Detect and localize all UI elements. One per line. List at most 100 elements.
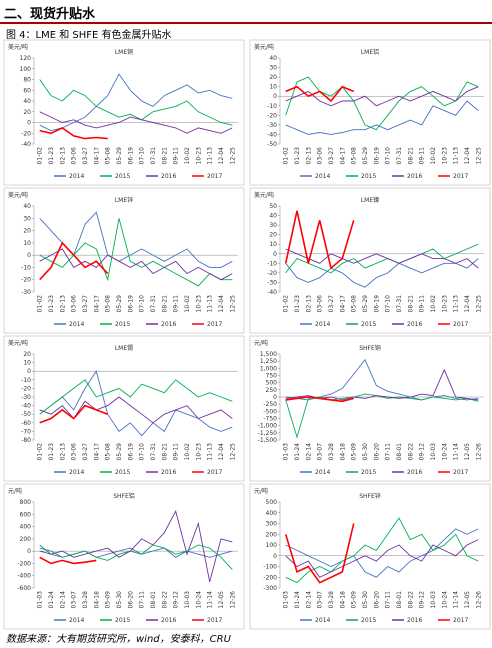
y-tick-label: -30 [267,279,277,286]
chart-title: LME铜 [115,48,133,56]
x-tick-label: 05-09 [351,443,358,461]
x-tick-label: 01-02 [37,443,44,461]
x-tick-label: 04-18 [93,591,100,609]
y-tick-label: -40 [267,289,277,296]
x-tick-label: 09-12 [419,591,426,609]
x-tick-label: 07-11 [385,591,392,609]
chart-title: LME铝 [361,48,379,56]
x-tick-label: 01-02 [37,147,44,165]
x-tick-label: 12-05 [218,591,225,609]
series-line [285,243,479,274]
x-tick-label: 12-04 [464,295,471,313]
unit-label: 美元/吨 [8,339,28,347]
legend-label: 2016 [161,617,176,624]
x-tick-label: 07-10 [385,147,392,165]
series-line [39,126,108,140]
y-tick-label: 40 [269,213,277,220]
y-tick-label: 200 [266,531,278,538]
x-tick-label: 01-02 [283,295,290,313]
legend-label: 2014 [69,321,84,328]
legend-label: 2017 [207,173,222,180]
x-tick-label: 03-06 [71,443,78,461]
y-tick-label: 20 [23,109,31,116]
y-tick-label: -400 [17,573,31,580]
x-tick-label: 08-22 [407,443,414,461]
y-tick-label: -50 [267,141,277,148]
x-tick-label: 05-08 [105,147,112,165]
y-tick-label: -40 [267,131,277,138]
unit-label: 美元/吨 [8,191,28,199]
x-tick-label: 04-18 [339,443,346,461]
x-tick-label: 08-01 [396,591,403,609]
section-title: 二、现货升贴水 [4,7,96,22]
y-tick-label: -20 [21,277,31,284]
y-tick-label: -20 [21,385,31,392]
x-tick-label: 05-09 [351,591,358,609]
x-tick-label: 03-06 [71,295,78,313]
y-tick-label: 0 [27,252,31,259]
legend-label: 2014 [69,469,84,476]
x-tick-label: 04-17 [339,295,346,313]
series-line [285,85,355,103]
x-tick-label: 05-30 [362,443,369,461]
x-tick-label: 10-23 [195,443,202,461]
x-tick-label: 03-27 [328,295,335,313]
legend-label: 2016 [161,469,176,476]
y-tick-label: 200 [20,536,32,543]
x-tick-label: 03-28 [82,591,89,609]
unit-label: 美元/吨 [254,191,274,199]
x-tick-label: 05-09 [105,591,112,609]
legend-label: 2015 [115,173,130,180]
y-tick-label: 0 [27,120,31,127]
x-tick-label: 10-23 [441,147,448,165]
y-tick-label: 40 [23,203,31,210]
x-tick-label: 03-27 [328,147,335,165]
x-tick-label: 05-08 [351,147,358,165]
x-tick-label: 07-31 [150,147,157,165]
x-tick-label: 03-27 [82,443,89,461]
x-tick-label: 12-25 [229,295,236,313]
x-tick-label: 08-22 [161,591,168,609]
x-tick-label: 03-28 [328,591,335,609]
series-line [285,100,479,135]
legend-label: 2014 [315,173,330,180]
chart: 美元/吨 LME锡 -80 -70-60 -50-40 -30 -20-10 010 20 01-… [3,335,245,482]
chart-title: SHFE铝 [113,492,135,500]
y-tick-label: 250 [266,387,278,394]
y-tick-label: -600 [17,585,31,592]
chart: 美元/吨 LME铜 -40 -20 0 20 40 60 80 100 120 01-02 01-23 0… [3,39,245,186]
series-line [39,241,109,281]
x-tick-label: 01-23 [48,443,55,461]
x-tick-label: 11-13 [207,147,214,165]
x-tick-label: 01-24 [294,443,301,461]
x-tick-label: 05-29 [362,147,369,165]
x-tick-label: 01-03 [283,591,290,609]
x-tick-label: 03-06 [317,295,324,313]
x-tick-label: 03-06 [71,147,78,165]
chart: 美元/吨 LME锌 -30 -20 -10 0 10 20 30 40 01-02 01-23 02-1… [3,187,245,334]
x-tick-label: 12-04 [218,147,225,165]
legend-label: 2015 [361,617,376,624]
x-tick-label: 10-24 [441,591,448,609]
y-tick-label: -250 [263,401,277,408]
y-tick-label: 400 [20,524,32,531]
x-tick-label: 06-20 [373,443,380,461]
chart: 元/吨SHFE铜-1,500-1,250-1,000-750-500-25002… [249,335,491,482]
x-tick-label: 11-14 [453,443,460,461]
y-tick-label: 1,000 [260,365,277,372]
y-tick-label: 500 [266,380,278,387]
y-tick-label: 0 [273,93,277,100]
y-tick-label: 10 [23,360,31,367]
x-tick-label: 04-17 [339,147,346,165]
x-tick-label: 12-05 [464,591,471,609]
x-tick-label: 01-02 [37,295,44,313]
legend-label: 2016 [407,617,422,624]
y-tick-label: -20 [267,112,277,119]
chart-title: LME锡 [115,344,133,352]
y-tick-label: 100 [266,542,278,549]
x-tick-label: 10-23 [441,295,448,313]
x-tick-label: 01-23 [48,295,55,313]
x-tick-label: 12-25 [229,443,236,461]
y-tick-label: 60 [23,87,31,94]
